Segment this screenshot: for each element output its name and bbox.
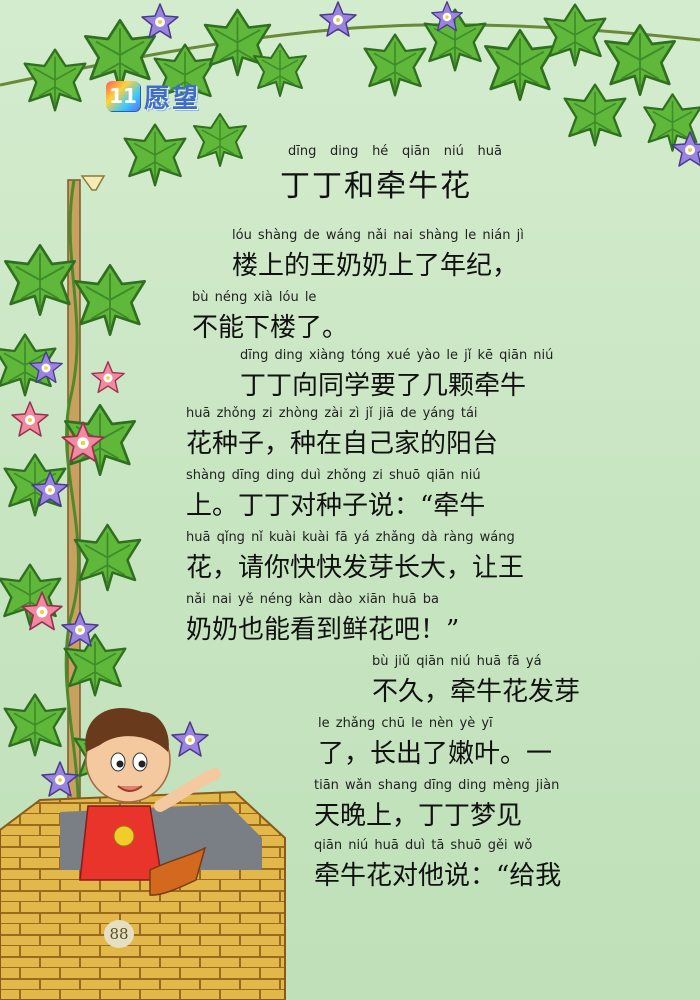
- text-line: nǎi nai yě néng kàn dào xiān huā ba 奶奶也能…: [186, 592, 459, 646]
- line-hanzi: 花种子，种在自己家的阳台: [186, 429, 499, 459]
- line-hanzi: 楼上的王奶奶上了年纪，: [232, 251, 519, 281]
- title-pinyin-syllable: qiān: [401, 144, 431, 159]
- text-line: qiān niú huā duì tā shuō gěi wǒ 牵牛花对他说：“…: [314, 838, 561, 892]
- line-pinyin: bù néng xià lóu le: [192, 290, 317, 305]
- text-line: shàng dīng ding duì zhǒng zi shuō qiān n…: [186, 468, 485, 522]
- title-pinyin-syllable: hé: [372, 144, 389, 159]
- title-text: 丁丁和牵牛花: [280, 169, 472, 204]
- text-line: huā zhǒng zi zhòng zài zì jǐ jiā de yáng…: [186, 406, 498, 460]
- text-line: tiān wǎn shang dīng ding mèng jiàn 天晚上，丁…: [314, 778, 559, 832]
- line-hanzi: 丁丁向同学要了几颗牵牛: [240, 371, 527, 401]
- lesson-badge: 11 愿望: [106, 78, 200, 114]
- unit-title: 愿望: [144, 83, 201, 114]
- text-line: lóu shàng de wáng nǎi nai shàng le nián …: [232, 228, 524, 282]
- line-hanzi: 奶奶也能看到鲜花吧！”: [186, 615, 460, 645]
- text-line: bù jiǔ qiān niú huā fā yá 不久，牵牛花发芽: [372, 654, 580, 708]
- line-hanzi: 上。丁丁对种子说：“牵牛: [186, 491, 486, 521]
- lesson-number: 11: [106, 81, 140, 111]
- line-pinyin: qiān niú huā duì tā shuō gěi wǒ: [314, 838, 533, 853]
- line-hanzi: 了，长出了嫩叶。一: [318, 739, 553, 769]
- text-line: huā qǐng nǐ kuài kuài fā yá zhǎng dà ràn…: [186, 530, 524, 584]
- line-pinyin: huā qǐng nǐ kuài kuài fā yá zhǎng dà ràn…: [186, 530, 515, 545]
- line-pinyin: dīng ding xiàng tóng xué yào le jǐ kē qi…: [240, 348, 554, 363]
- line-pinyin: nǎi nai yě néng kàn dào xiān huā ba: [186, 592, 439, 607]
- line-pinyin: lóu shàng de wáng nǎi nai shàng le nián …: [232, 228, 524, 243]
- title-pinyin-syllable: ding: [330, 144, 359, 159]
- text-line: bù néng xià lóu le 不能下楼了。: [192, 290, 348, 344]
- title-pinyin-syllable: niú: [443, 144, 464, 159]
- line-pinyin: tiān wǎn shang dīng ding mèng jiàn: [314, 778, 560, 793]
- line-hanzi: 天晚上，丁丁梦见: [314, 801, 523, 831]
- line-pinyin: le zhǎng chū le nèn yè yī: [318, 716, 493, 731]
- line-hanzi: 牵牛花对他说：“给我: [314, 861, 562, 891]
- page-number: 88: [104, 920, 134, 948]
- line-pinyin: huā zhǒng zi zhòng zài zì jǐ jiā de yáng…: [186, 406, 478, 421]
- title-pinyin-syllable: huā: [477, 144, 502, 159]
- text-line: le zhǎng chū le nèn yè yī 了，长出了嫩叶。一: [318, 716, 552, 770]
- line-hanzi: 花，请你快快发芽长大，让王: [186, 553, 525, 583]
- line-hanzi: 不久，牵牛花发芽: [372, 677, 581, 707]
- title-pinyin: dīng ding hé qiān niú huā: [280, 144, 510, 159]
- text-line: dīng ding xiàng tóng xué yào le jǐ kē qi…: [240, 348, 553, 402]
- line-pinyin: shàng dīng ding duì zhǒng zi shuō qiān n…: [186, 468, 481, 483]
- line-pinyin: bù jiǔ qiān niú huā fā yá: [372, 654, 542, 669]
- title-pinyin-syllable: dīng: [288, 144, 317, 159]
- line-hanzi: 不能下楼了。: [192, 313, 349, 343]
- lesson-title: dīng ding hé qiān niú huā 丁丁和牵牛花: [280, 144, 510, 205]
